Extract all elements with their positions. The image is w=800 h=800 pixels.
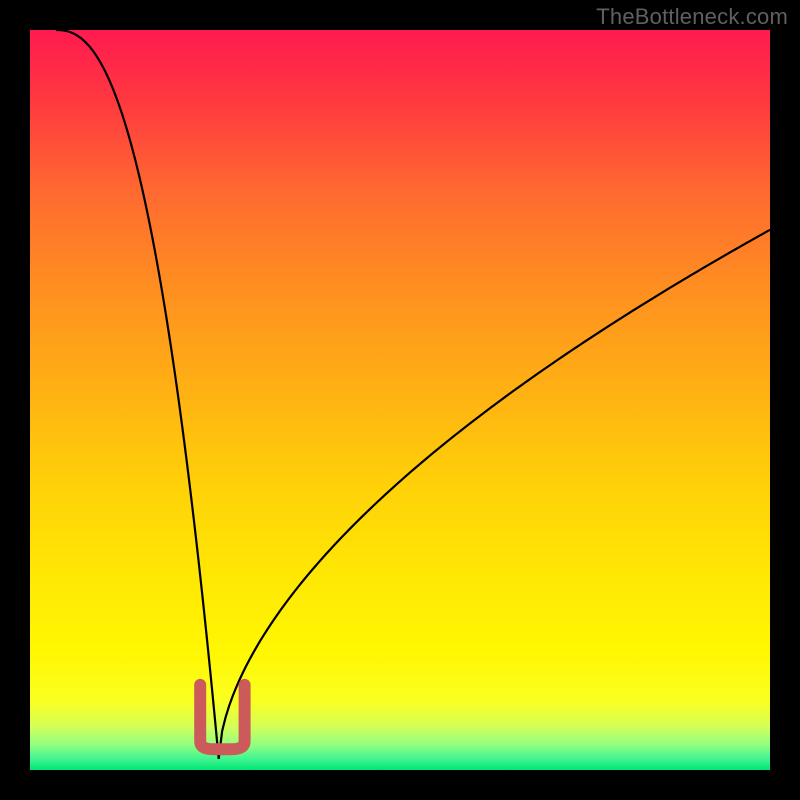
bottleneck-chart	[0, 0, 800, 800]
chart-stage: TheBottleneck.com	[0, 0, 800, 800]
gradient-plot-area	[30, 30, 770, 770]
watermark-text: TheBottleneck.com	[596, 4, 788, 30]
